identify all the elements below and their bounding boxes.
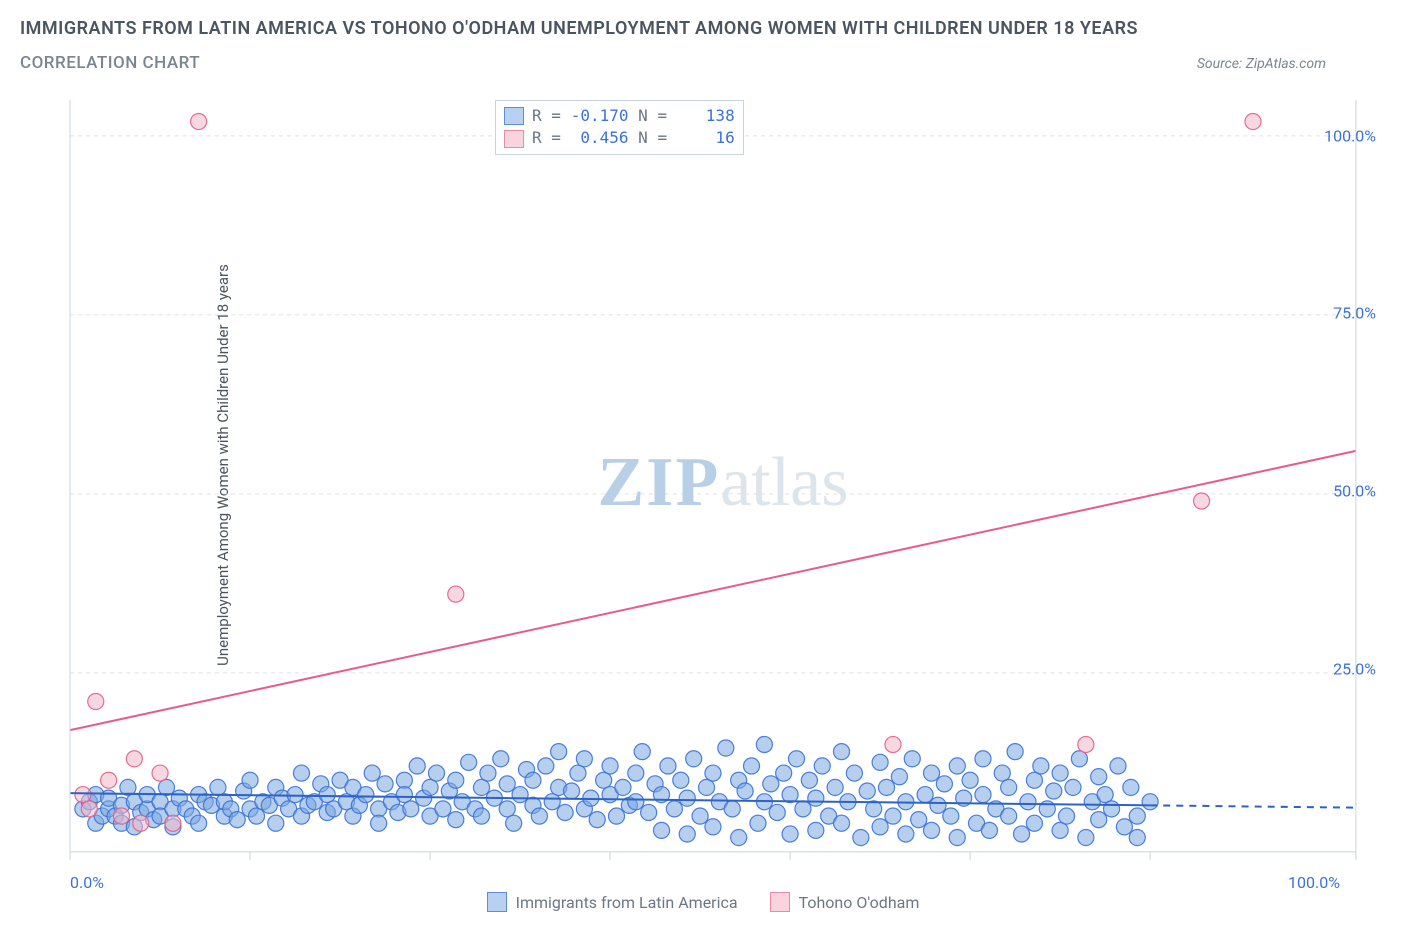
legend-swatch bbox=[504, 130, 524, 148]
stat-legend-text: R = -0.170 N = 138 bbox=[532, 105, 735, 127]
y-tick-label: 25.0% bbox=[1333, 660, 1376, 679]
chart-title: IMMIGRANTS FROM LATIN AMERICA VS TOHONO … bbox=[20, 18, 1386, 39]
stat-legend-row: R = -0.170 N = 138 bbox=[504, 105, 735, 127]
stat-legend: R = -0.170 N = 138R = 0.456 N = 16 bbox=[495, 100, 744, 155]
y-tick-label: 100.0% bbox=[1324, 126, 1376, 145]
source-label: Source: ZipAtlas.com bbox=[1197, 56, 1386, 72]
legend-label: Immigrants from Latin America bbox=[516, 893, 738, 912]
y-tick-label: 75.0% bbox=[1333, 304, 1376, 323]
legend-swatch bbox=[487, 892, 507, 912]
stat-legend-text: R = 0.456 N = 16 bbox=[532, 127, 735, 149]
chart-area: ZIPatlas bbox=[60, 95, 1386, 870]
legend-label: Tohono O'odham bbox=[799, 893, 920, 912]
x-tick-label: 0.0% bbox=[70, 873, 104, 892]
bottom-legend: Immigrants from Latin America Tohono O'od… bbox=[0, 892, 1406, 912]
x-tick-label: 100.0% bbox=[1288, 873, 1340, 892]
scatter-plot-svg bbox=[60, 95, 1386, 870]
legend-item: Immigrants from Latin America bbox=[487, 892, 738, 912]
y-tick-label: 50.0% bbox=[1333, 482, 1376, 501]
legend-swatch bbox=[504, 107, 524, 125]
chart-subtitle: CORRELATION CHART bbox=[20, 53, 200, 73]
legend-swatch bbox=[770, 892, 790, 912]
legend-item: Tohono O'odham bbox=[770, 892, 920, 912]
stat-legend-row: R = 0.456 N = 16 bbox=[504, 127, 735, 149]
